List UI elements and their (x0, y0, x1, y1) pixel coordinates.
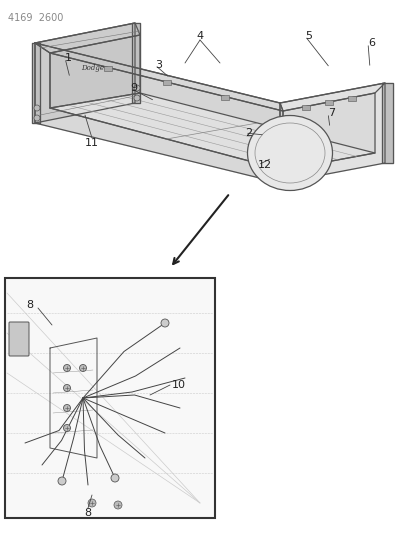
Polygon shape (35, 23, 135, 123)
Text: 2: 2 (245, 128, 252, 138)
Circle shape (88, 499, 96, 507)
Bar (325, 100, 333, 105)
Polygon shape (35, 43, 283, 111)
Polygon shape (382, 83, 393, 163)
Text: 10: 10 (172, 380, 186, 390)
Bar (348, 95, 356, 101)
Circle shape (34, 115, 40, 121)
Circle shape (34, 105, 40, 111)
Bar (104, 66, 112, 70)
Text: 6: 6 (368, 38, 375, 48)
Ellipse shape (248, 116, 333, 190)
Text: 4: 4 (196, 31, 204, 41)
Circle shape (114, 501, 122, 509)
Circle shape (64, 405, 71, 411)
Text: 9: 9 (130, 83, 137, 93)
Circle shape (64, 365, 71, 372)
Text: 5: 5 (305, 31, 312, 41)
Polygon shape (283, 93, 375, 170)
Polygon shape (35, 43, 280, 183)
FancyBboxPatch shape (9, 322, 29, 356)
Circle shape (161, 319, 169, 327)
Text: 8: 8 (27, 300, 33, 310)
Circle shape (80, 365, 86, 372)
Bar (221, 94, 229, 100)
Polygon shape (35, 23, 140, 53)
Polygon shape (50, 338, 97, 458)
Polygon shape (50, 93, 375, 170)
Polygon shape (32, 43, 40, 123)
Text: 1: 1 (65, 53, 72, 63)
Text: Dodge: Dodge (82, 64, 104, 72)
Bar (162, 80, 171, 85)
Circle shape (64, 384, 71, 392)
Text: 7: 7 (328, 108, 335, 118)
Text: 4169  2600: 4169 2600 (8, 13, 63, 23)
Circle shape (134, 85, 140, 91)
Polygon shape (50, 53, 283, 170)
Bar (5, 278, 215, 518)
Bar (302, 104, 310, 109)
Polygon shape (280, 83, 385, 111)
Polygon shape (280, 83, 385, 183)
Circle shape (111, 474, 119, 482)
Polygon shape (50, 35, 140, 108)
Circle shape (134, 95, 140, 101)
Circle shape (64, 424, 71, 432)
Circle shape (58, 477, 66, 485)
Text: 3: 3 (155, 60, 162, 70)
Polygon shape (132, 23, 140, 103)
Text: 11: 11 (85, 138, 99, 148)
Text: 12: 12 (258, 160, 272, 170)
Text: 8: 8 (84, 508, 91, 518)
